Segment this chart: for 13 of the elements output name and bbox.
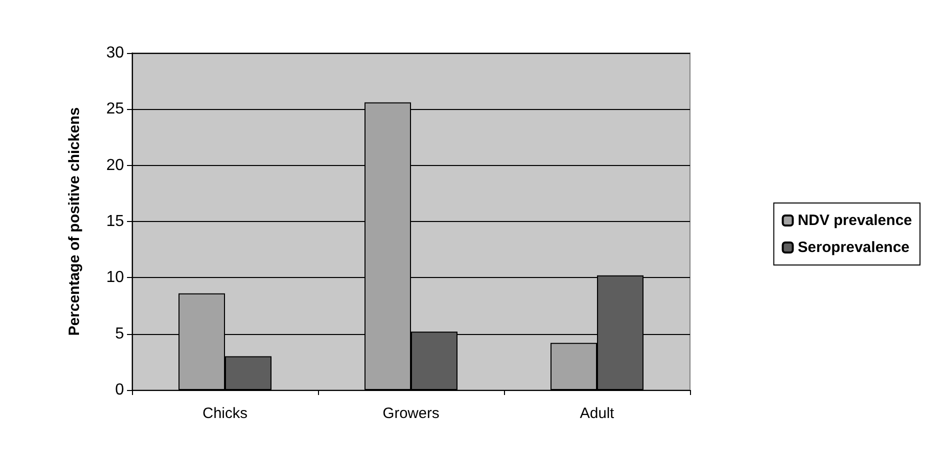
y-tick-label: 25	[106, 100, 124, 118]
y-tick-label: 0	[115, 382, 124, 398]
legend-label: NDV prevalence	[798, 212, 912, 229]
x-tick-label: Adult	[580, 405, 615, 422]
y-axis-title: Percentage of positive chickens	[66, 107, 83, 336]
y-tick-label: 10	[106, 269, 124, 286]
y-tick-label: 5	[115, 325, 124, 342]
y-tick-label: 20	[106, 156, 124, 174]
y-tick-label: 30	[106, 44, 124, 62]
y-tick-label: 15	[106, 213, 124, 230]
x-tick-label: Growers	[382, 405, 440, 422]
x-tick-label: Chicks	[202, 405, 248, 422]
legend-label: Seroprevalence	[798, 239, 910, 256]
